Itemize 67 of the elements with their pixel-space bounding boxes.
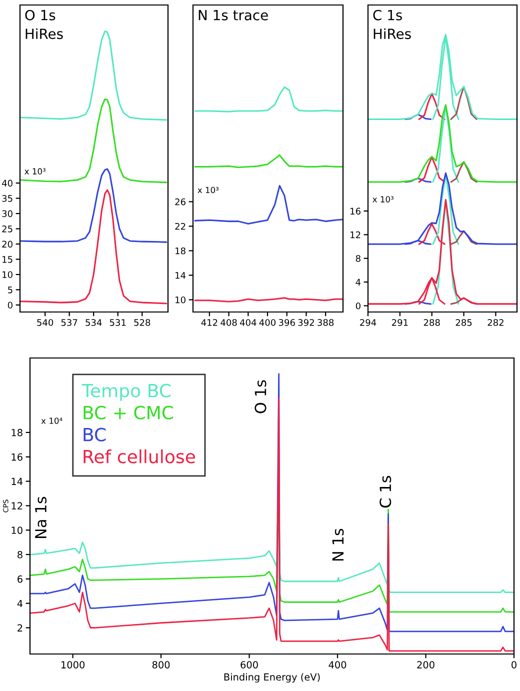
y-tick-label: 14 <box>176 272 186 279</box>
annotation: O 1s <box>254 380 266 414</box>
annotation: x 10³ <box>372 196 394 202</box>
text: BC + CMC <box>84 406 174 420</box>
x-tick-label: 291 <box>392 319 408 326</box>
x-tick-label: 600 <box>240 661 258 668</box>
y-tick-label: 18 <box>176 247 186 254</box>
annotation: N 1s <box>332 528 344 561</box>
x-tick-label: 388 <box>318 319 334 326</box>
y-tick-label: 30 <box>2 210 12 218</box>
x-tick-label: 0 <box>512 661 516 668</box>
y-tick-label: 10 <box>12 526 22 534</box>
y-tick-label: 40 <box>2 180 12 187</box>
text: BC <box>84 428 106 442</box>
y-tick-label: 16 <box>350 208 360 215</box>
y-tick-label: 0 <box>356 302 360 310</box>
x-tick-label: 528 <box>134 319 150 326</box>
y-tick-label: 0 <box>8 302 12 309</box>
annotation: Na 1s <box>35 496 47 538</box>
annotation: C 1s <box>380 476 392 508</box>
text: Ref cellulose <box>84 449 195 464</box>
y-tick-label: 14 <box>12 478 23 485</box>
y-tick-label: 22 <box>175 222 186 230</box>
x-tick-label: 294 <box>360 319 376 326</box>
y-tick-label: 8 <box>356 255 360 262</box>
x-tick-label: 540 <box>37 319 54 326</box>
y-tick-label: 8 <box>18 551 22 558</box>
y-tick-label: 12 <box>350 231 360 238</box>
x-tick-label: 404 <box>240 319 256 326</box>
annotation: x 10³ <box>198 186 218 194</box>
text: O 1s HiRes <box>25 10 63 40</box>
x-tick-label: 537 <box>61 319 78 326</box>
text: C 1s HiRes <box>373 10 411 40</box>
x-tick-label: 408 <box>220 319 237 326</box>
x-tick-label: 1000 <box>61 661 85 668</box>
x-tick-label: 400 <box>328 661 346 668</box>
x-tick-label: 396 <box>278 319 295 326</box>
y-tick-label: 16 <box>12 453 22 461</box>
x-tick-label: 412 <box>201 319 218 326</box>
x-tick-label: 534 <box>86 319 102 326</box>
x-tick-label: 282 <box>488 319 504 326</box>
x-tick-label: 288 <box>424 319 440 326</box>
x-tick-label: 400 <box>259 319 276 326</box>
x-tick-label: 531 <box>110 319 126 326</box>
y-tick-label: 2 <box>18 624 22 632</box>
x-tick-label: 392 <box>298 319 314 326</box>
y-tick-label: 25 <box>2 226 12 232</box>
text: Tempo BC <box>82 384 171 401</box>
y-tick-label: 4 <box>17 600 23 608</box>
x-tick-label: 800 <box>152 661 170 668</box>
annotation: x 10³ <box>24 168 46 174</box>
y-tick-label: 10 <box>176 296 186 304</box>
y-tick-label: 18 <box>12 428 22 436</box>
chart-title: N 1s trace <box>198 10 268 20</box>
annotation: x 10⁴ <box>41 418 62 424</box>
x-tick-label: 200 <box>417 661 434 668</box>
y-tick-label: 26 <box>175 198 186 206</box>
y-tick-label: 5 <box>8 286 12 294</box>
y-tick-label: 15 <box>2 256 12 263</box>
x-tick-label: 285 <box>456 319 472 326</box>
y-tick-label: 10 <box>2 271 12 278</box>
y-tick-label: 12 <box>12 502 22 510</box>
y-tick-label: 20 <box>2 240 12 248</box>
x-axis-title: Binding Energy (eV) <box>224 673 320 683</box>
y-tick-label: 4 <box>356 278 361 286</box>
y-tick-label: 6 <box>18 575 22 583</box>
y-tick-label: 35 <box>2 195 12 202</box>
